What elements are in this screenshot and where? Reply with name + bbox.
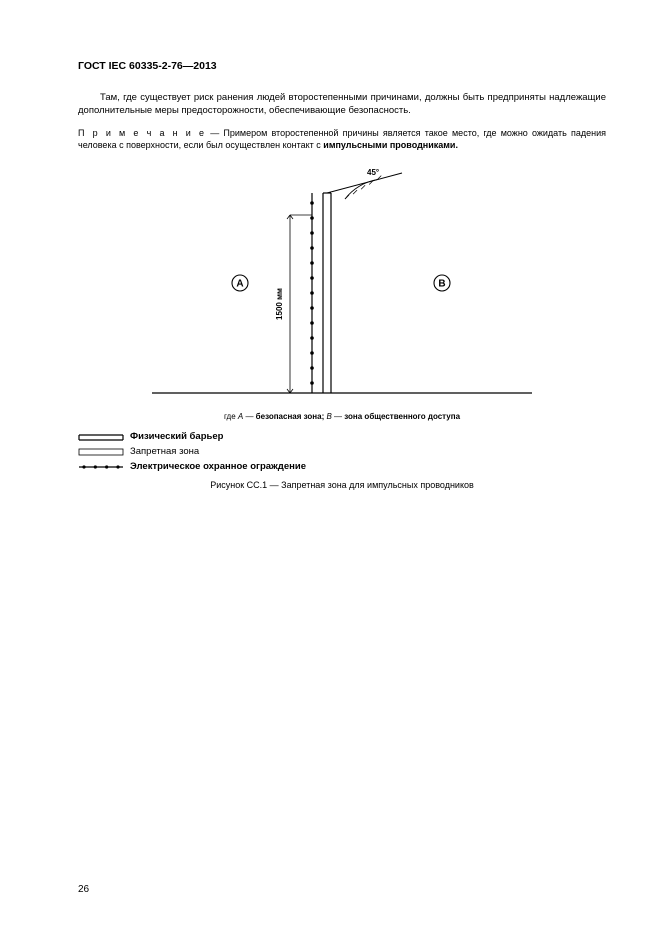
- where-a-text: безопасная зона;: [256, 412, 327, 421]
- svg-text:1500 мм: 1500 мм: [275, 288, 284, 320]
- note-label: П р и м е ч а н и е: [78, 128, 206, 138]
- svg-text:45°: 45°: [367, 168, 379, 177]
- standard-code: ГОСТ IEC 60335-2-76—2013: [78, 60, 606, 72]
- diagram-svg: 45° 1500 мм A B: [152, 163, 532, 403]
- legend-row-zone: Запретная зона: [78, 444, 606, 459]
- where-b-dash: —: [332, 412, 344, 421]
- legend-row-fence: Электрическое охранное ограждение: [78, 459, 606, 474]
- figure-title: Рисунок CC.1 — Запретная зона для импуль…: [78, 480, 606, 490]
- where-b-text: зона общественного доступа: [344, 412, 460, 421]
- note-paragraph: П р и м е ч а н и е — Примером второстеп…: [78, 127, 606, 151]
- paragraph-risk: Там, где существует риск ранения людей в…: [78, 92, 606, 118]
- page: ГОСТ IEC 60335-2-76—2013 Там, где сущест…: [0, 0, 661, 935]
- note-sep: —: [206, 128, 223, 138]
- svg-text:B: B: [438, 278, 445, 289]
- where-a-dash: —: [243, 412, 255, 421]
- legend-label-barrier: Физический барьер: [130, 429, 223, 444]
- legend-swatch-barrier: [78, 432, 124, 442]
- figure-where-line: где A — безопасная зона; B — зона общест…: [78, 412, 606, 421]
- legend-row-barrier: Физический барьер: [78, 429, 606, 444]
- page-number: 26: [78, 884, 89, 895]
- svg-text:A: A: [236, 278, 243, 289]
- legend-swatch-zone: [78, 447, 124, 457]
- figure-cc1: 45° 1500 мм A B: [78, 163, 606, 408]
- paragraph-risk-text: Там, где существует риск ранения людей в…: [78, 92, 606, 116]
- legend-label-fence: Электрическое охранное ограждение: [130, 459, 306, 474]
- legend: Физический барьер Запретная зона Электри…: [78, 429, 606, 475]
- legend-swatch-fence: [78, 462, 124, 472]
- note-bold: импульсными проводниками.: [323, 140, 458, 150]
- legend-label-zone: Запретная зона: [130, 444, 199, 459]
- where-prefix: где: [224, 412, 238, 421]
